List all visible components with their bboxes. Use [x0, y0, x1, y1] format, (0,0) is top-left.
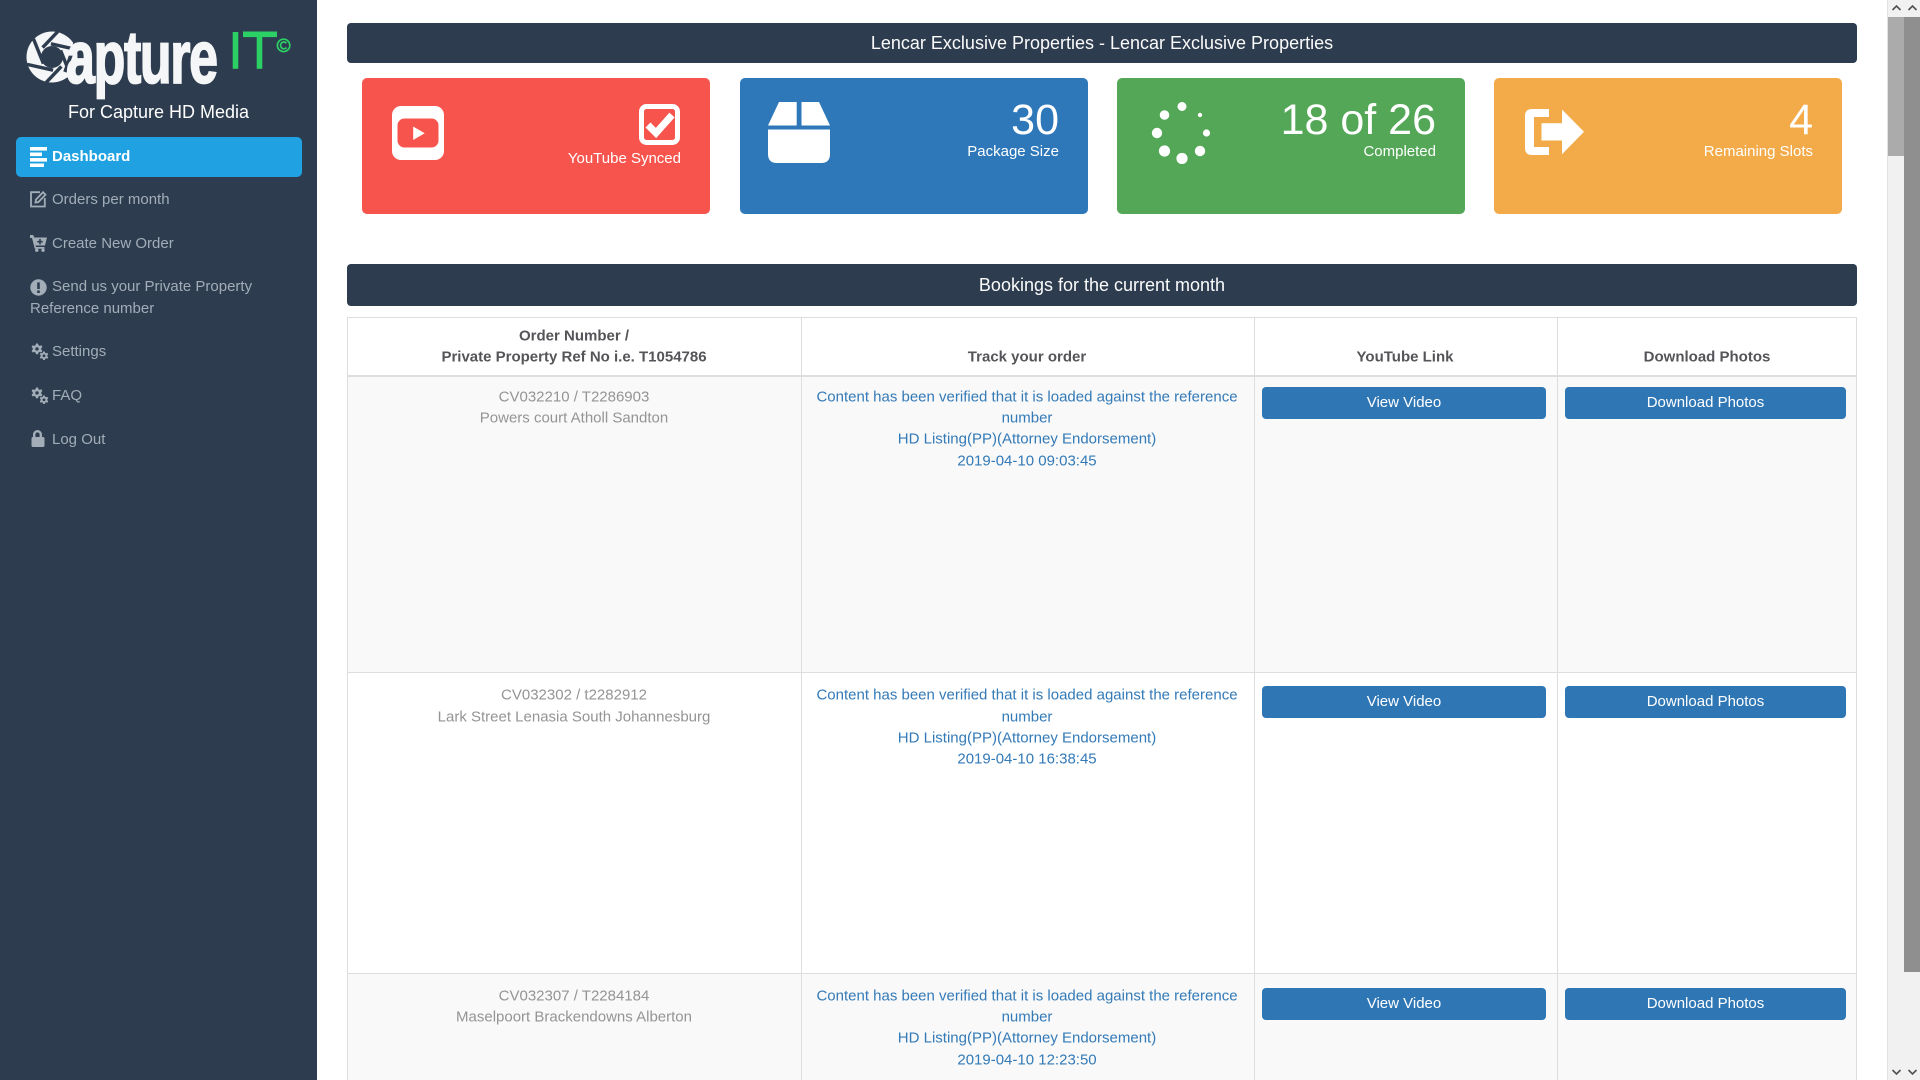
svg-text:apture: apture	[66, 16, 217, 99]
